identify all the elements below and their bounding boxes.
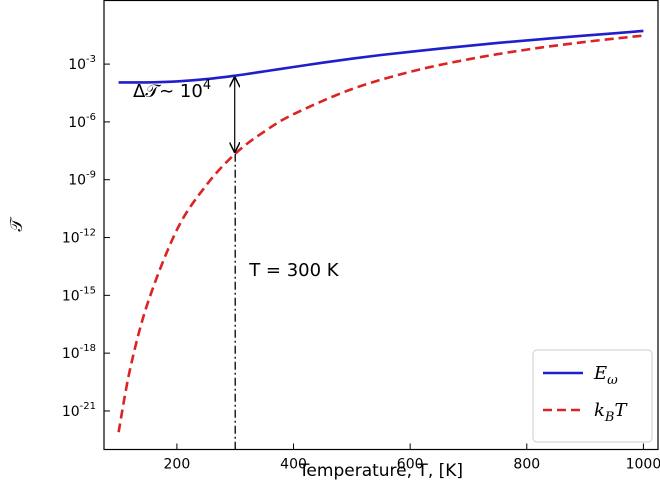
vline-label: T = 300 K	[248, 260, 340, 281]
annotation-group: T = 300 K Δ𝒯∼ 104	[133, 78, 340, 450]
x-tick-label: 1000	[626, 457, 660, 473]
tick-group: 200 400 600 800 100010-310-610-910-1210-1510…	[62, 54, 660, 472]
y-tick-exponent: -15	[80, 285, 96, 296]
legend-label-1: kBT	[594, 400, 628, 425]
series-line-0	[118, 29, 644, 84]
y-tick-label: 10-18	[62, 343, 96, 362]
legend-label-0: Eω	[593, 363, 618, 388]
legend-label-sub: B	[604, 410, 615, 425]
y-tick-exponent: -21	[80, 401, 96, 412]
delta-sup: 4	[203, 78, 211, 93]
legend-label-tail: T	[614, 400, 628, 421]
x-axis-label: Temperature, T, [K]	[298, 461, 463, 481]
x-tick-label: 800	[513, 457, 540, 473]
y-tick-label: 10-3	[68, 54, 96, 73]
y-tick-label: 10-15	[62, 285, 96, 304]
y-tick-label: 10-12	[62, 228, 96, 247]
delta-main: Δ𝒯∼ 10	[133, 81, 203, 102]
series-group	[117, 29, 644, 433]
x-tick-label: 400	[280, 457, 307, 473]
y-tick-exponent: -9	[86, 170, 96, 181]
y-tick-label: 10-6	[68, 112, 96, 131]
y-tick-exponent: -3	[86, 54, 96, 65]
plot-frame	[103, 0, 659, 451]
legend-label-main: k	[594, 400, 605, 421]
legend-label-sub: ω	[607, 373, 618, 388]
y-tick-label: 10-21	[62, 401, 96, 420]
y-tick-base: 10	[62, 288, 80, 304]
x-tick-label: 200	[164, 457, 191, 473]
y-tick-base: 10	[68, 57, 86, 73]
y-tick-exponent: -6	[86, 112, 96, 123]
x-tick-label: 600	[397, 457, 424, 473]
legend-label-main: E	[593, 363, 607, 384]
y-tick-base: 10	[62, 346, 80, 362]
legend-frame	[532, 349, 653, 443]
y-tick-base: 10	[62, 404, 80, 420]
delta-annotation: Δ𝒯∼ 104	[133, 78, 211, 102]
y-tick-label: 10-9	[68, 170, 96, 189]
y-tick-exponent: -18	[80, 343, 96, 354]
y-tick-base: 10	[62, 231, 80, 247]
y-tick-base: 10	[68, 115, 86, 131]
series-line-1	[117, 34, 644, 433]
y-axis-label: 𝒯	[7, 217, 27, 232]
y-tick-exponent: -12	[80, 228, 96, 239]
y-tick-base: 10	[68, 173, 86, 189]
